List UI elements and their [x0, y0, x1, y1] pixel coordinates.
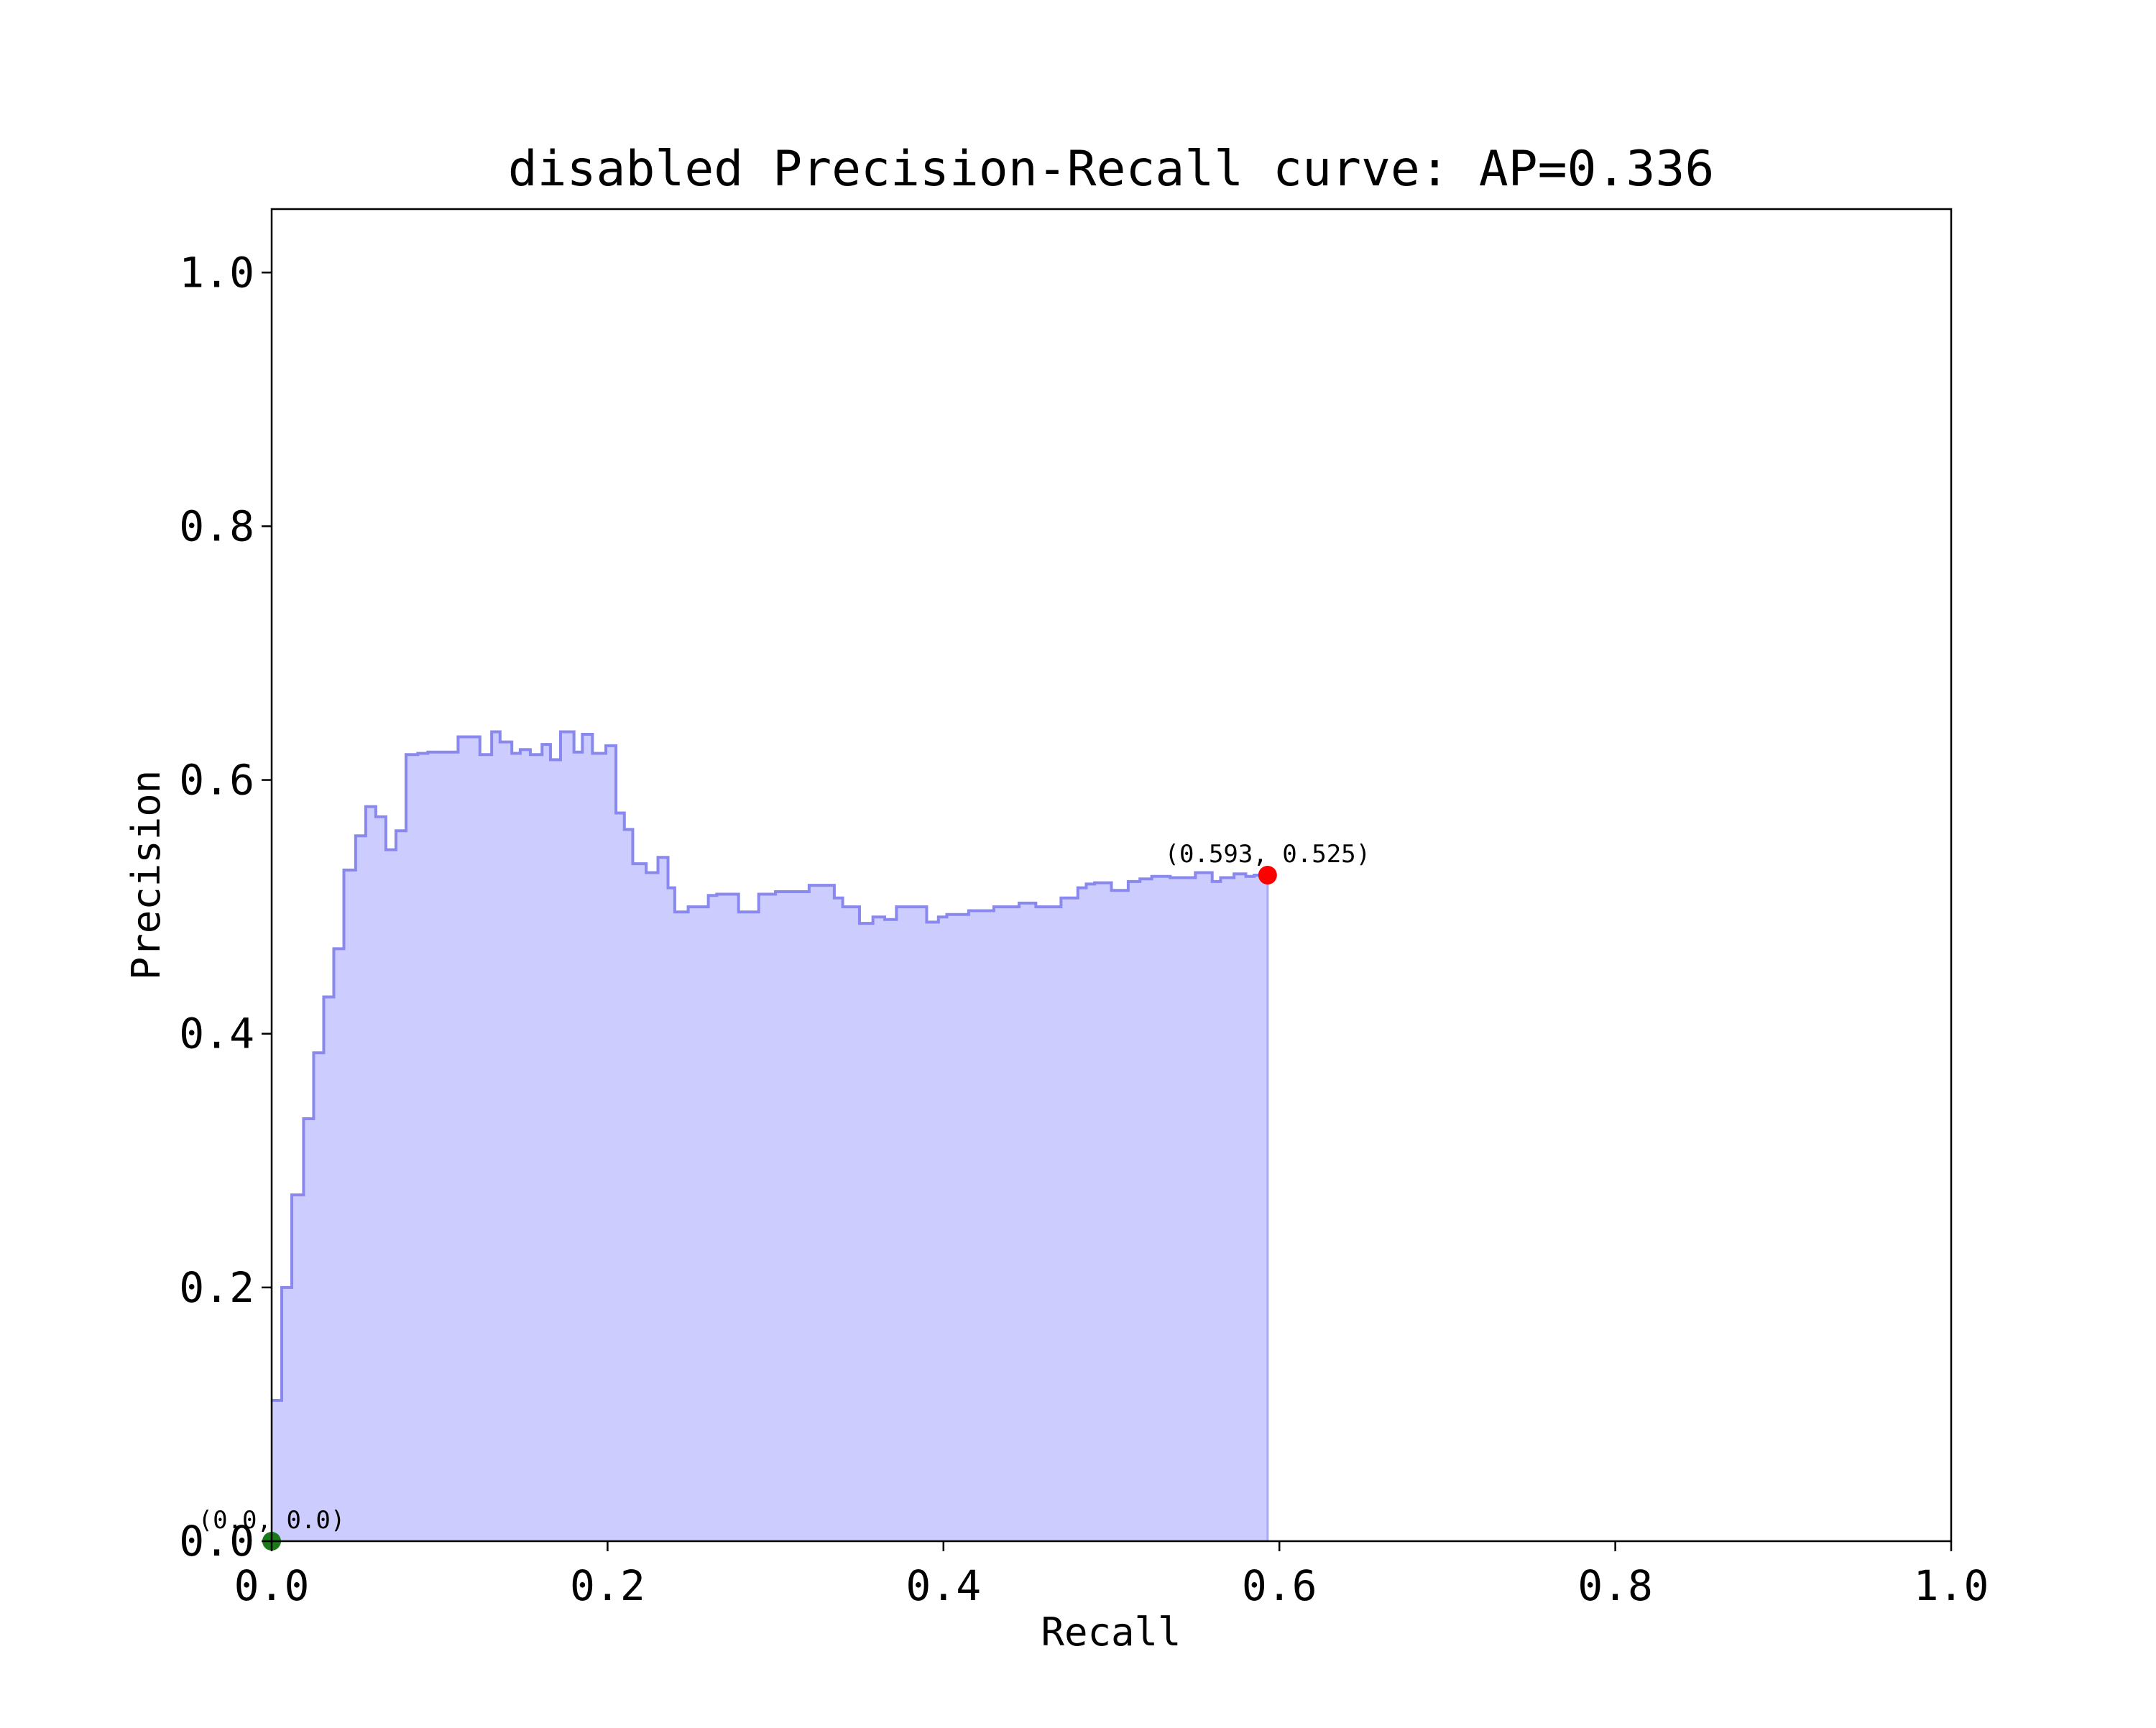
pr-point [906, 906, 907, 907]
pr-point [343, 869, 344, 871]
pr-point [1220, 877, 1221, 879]
pr-point [365, 806, 367, 808]
pr-point [427, 752, 428, 753]
pr-point [591, 752, 593, 754]
x-tick-label: 0.4 [906, 1561, 981, 1610]
pr-curve-line [272, 730, 1268, 1403]
pr-point [968, 910, 969, 911]
x-tick-label: 0.0 [234, 1561, 310, 1610]
pr-point [645, 872, 647, 873]
pr-point [1245, 876, 1246, 877]
tick-layer: 0.0 0.2 0.4 0.6 0.8 1.0 0.0 0.2 0.4 0.6 0.8 1.0 [179, 248, 1989, 1610]
x-tick-label: 0.8 [1577, 1561, 1653, 1610]
end-point-label: (0.593, 0.525) [1165, 840, 1371, 869]
pr-point [658, 856, 659, 858]
pr-point [560, 731, 561, 732]
pr-point [859, 923, 860, 924]
x-tick-label: 0.6 [1242, 1561, 1317, 1610]
pr-point [1233, 873, 1235, 874]
pr-point [1094, 882, 1095, 884]
pr-point [395, 830, 397, 831]
pr-point [808, 884, 810, 886]
pr-point [499, 741, 501, 743]
pr-point [688, 906, 689, 907]
y-tick-label: 0.4 [179, 1009, 254, 1058]
pr-area-fill [272, 731, 1268, 1541]
pr-point [581, 734, 583, 735]
pr-point [716, 893, 717, 895]
pr-point [872, 916, 874, 918]
pr-point [375, 816, 377, 818]
pr-point [491, 731, 492, 732]
pr-point [1169, 877, 1171, 879]
pr-point [437, 752, 438, 753]
pr-point [1128, 881, 1129, 882]
pr-point [884, 919, 885, 920]
pr-point [938, 916, 939, 918]
pr-point [323, 997, 324, 998]
pr-point [457, 736, 459, 738]
pr-point [333, 948, 334, 949]
pr-point [1111, 890, 1112, 891]
y-tick-label: 0.2 [179, 1263, 254, 1312]
pr-point [530, 754, 531, 755]
pr-point [758, 893, 760, 895]
pr-point [291, 1194, 292, 1196]
pr-point [1194, 872, 1196, 873]
pr-point [895, 906, 897, 907]
pr-point [624, 828, 625, 830]
y-tick-label: 0.0 [179, 1517, 254, 1566]
pr-point [775, 891, 776, 892]
pr-point [405, 754, 407, 755]
pr-point [926, 921, 927, 923]
pr-point [281, 1287, 282, 1288]
pr-point [573, 752, 575, 753]
pr-point [674, 911, 676, 912]
chart-title: disabled Precision-Recall curve: AP=0.33… [508, 141, 1715, 198]
pr-point [303, 1118, 304, 1119]
pr-point [738, 911, 740, 912]
pr-point [355, 835, 356, 836]
pr-point [313, 1052, 314, 1053]
pr-point [1035, 906, 1036, 907]
pr-point [668, 887, 669, 889]
pr-point [1018, 902, 1020, 904]
plot-frame [270, 208, 1953, 1543]
pr-point [511, 752, 512, 754]
pr-point [541, 744, 543, 745]
y-tick-label: 1.0 [179, 248, 254, 297]
x-axis-label: Recall [1041, 1609, 1181, 1655]
pr-point [632, 863, 633, 864]
end-point-marker [1258, 866, 1277, 884]
pr-point [1212, 881, 1213, 882]
y-axis-label: Precision [124, 770, 169, 981]
pr-point [708, 895, 709, 896]
pr-point [1139, 878, 1141, 879]
plot-layer: (0.593, 0.525)(0.0, 0.0) [198, 730, 1371, 1551]
pr-point [417, 752, 418, 754]
pr-point [479, 754, 481, 755]
pr-point [946, 914, 947, 915]
x-tick-label: 0.2 [570, 1561, 645, 1610]
pr-point [834, 897, 835, 899]
y-tick-label: 0.6 [179, 756, 254, 805]
pr-point [993, 906, 995, 907]
x-tick-label: 1.0 [1914, 1561, 1989, 1610]
pr-point [1085, 883, 1087, 884]
pr-point [1151, 876, 1153, 877]
pr-point [1060, 897, 1061, 899]
y-tick-label: 0.8 [179, 502, 254, 550]
pr-point [1077, 887, 1079, 889]
pr-point [615, 812, 617, 813]
pr-point [605, 745, 607, 747]
pr-point [385, 849, 387, 851]
pr-point [1253, 874, 1255, 876]
pr-point [842, 906, 844, 907]
pr-point [550, 759, 551, 760]
pr-point [520, 749, 521, 750]
